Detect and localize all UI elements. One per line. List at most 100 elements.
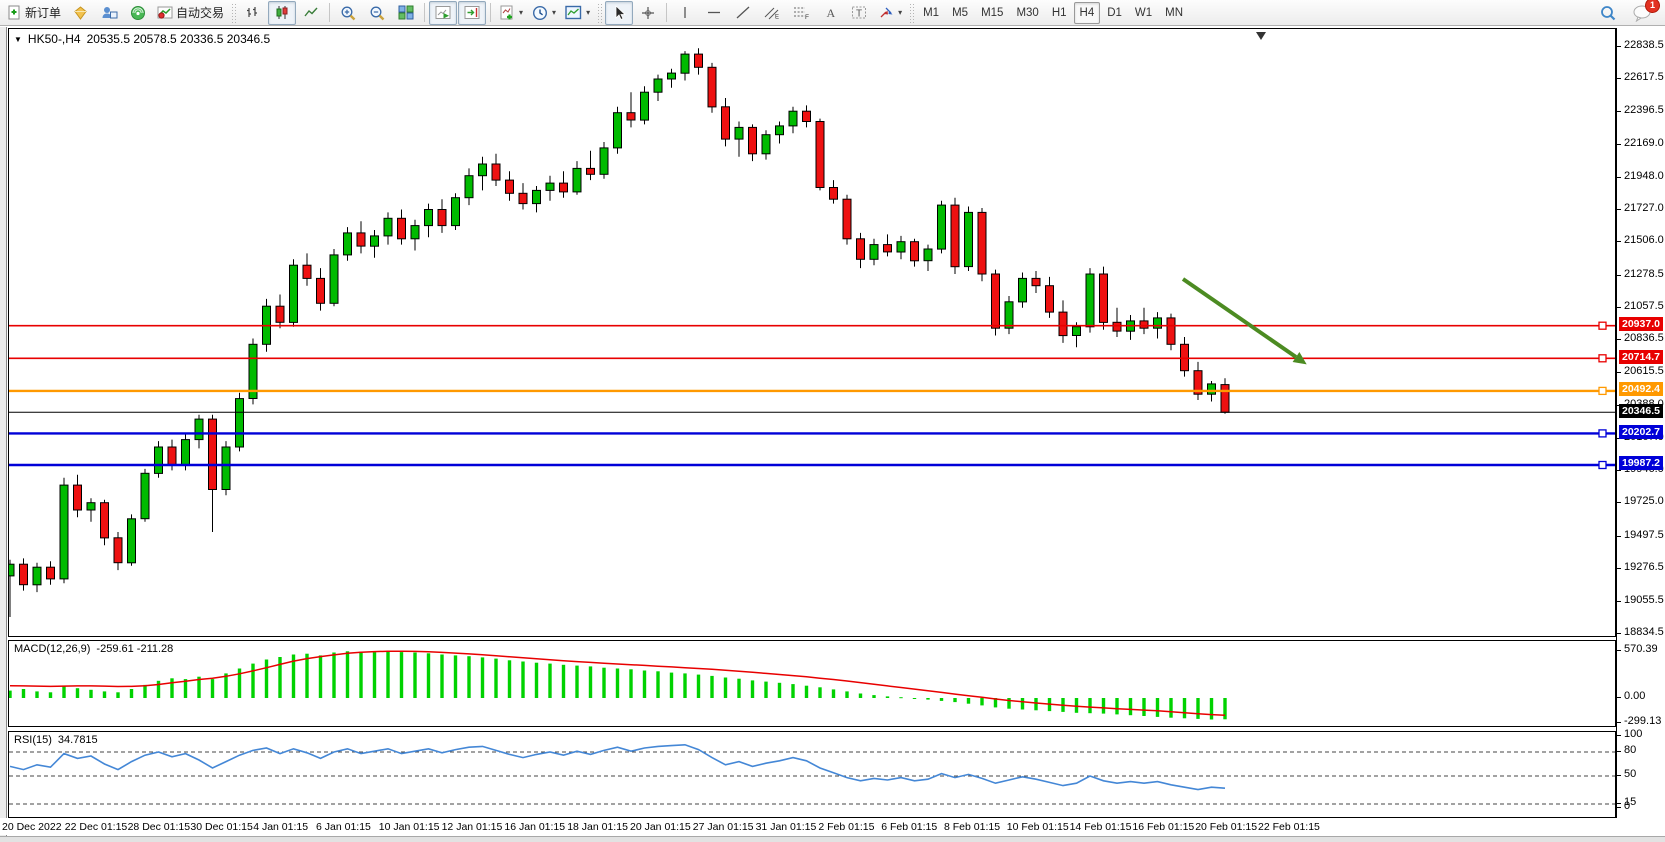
- time-label: 22 Feb 01:15: [1258, 821, 1320, 833]
- time-axis[interactable]: 20 Dec 2022 22 Dec 01:15 28 Dec 01:15 30 De…: [0, 818, 1616, 835]
- timeframe-m5[interactable]: M5: [952, 6, 969, 19]
- toolbar: 新订单 自动交易: [0, 0, 1665, 26]
- timeframe-m1[interactable]: M1: [923, 6, 940, 19]
- one-click-caret-icon[interactable]: ▼: [14, 34, 22, 44]
- axis-tick-mark: [1617, 110, 1621, 112]
- macd-chart[interactable]: [9, 641, 1615, 726]
- chat-button[interactable]: 1: [1628, 0, 1660, 25]
- price-tick-label: 21948.0: [1624, 169, 1664, 182]
- price-tick-label: 19276.5: [1624, 561, 1664, 574]
- tile-windows-button[interactable]: [392, 1, 420, 25]
- autotrading-button[interactable]: 自动交易: [153, 1, 228, 25]
- price-tick-label: 20615.5: [1624, 364, 1664, 377]
- timeframe-h1[interactable]: H1: [1051, 6, 1067, 19]
- axis-tick-mark: [1617, 144, 1621, 146]
- price-tick-label: 22396.5: [1624, 103, 1664, 116]
- time-label: 27 Jan 01:15: [692, 821, 754, 833]
- time-label: 16 Jan 01:15: [504, 821, 566, 833]
- price-tick-label: 22838.5: [1624, 38, 1664, 51]
- ohlc-values: 20535.5 20578.5 20336.5 20346.5: [86, 32, 271, 46]
- axis-tick-mark: [1617, 735, 1621, 736]
- time-label: 22 Dec 01:15: [64, 821, 128, 833]
- axis-tick-mark: [1617, 632, 1621, 634]
- rsi-value: 34.7815: [57, 734, 98, 746]
- timeframe-mn[interactable]: MN: [1165, 6, 1184, 19]
- axis-tick-mark: [1617, 371, 1621, 373]
- axis-tick-mark: [1617, 78, 1621, 80]
- new-order-label: 新订单: [25, 6, 62, 20]
- rsi-chart[interactable]: [9, 732, 1615, 817]
- price-flag: 20346.5: [1619, 403, 1663, 418]
- price-tick-label: 19055.5: [1624, 593, 1664, 606]
- macd-panel[interactable]: MACD(12,26,9) -259.61 -211.28: [8, 640, 1616, 727]
- timeframe-h4[interactable]: H4: [1073, 1, 1101, 24]
- periods-button[interactable]: ▾: [528, 1, 560, 25]
- timeframe-d1[interactable]: D1: [1107, 6, 1122, 19]
- auto-scroll-button[interactable]: [429, 0, 458, 25]
- line-chart-button[interactable]: [297, 1, 325, 25]
- toolbar-grip: [231, 2, 237, 23]
- zoom-in-icon: [341, 6, 355, 20]
- dropdown-caret: ▾: [586, 8, 591, 17]
- zoom-in-button[interactable]: [334, 1, 362, 25]
- chart-shift-button[interactable]: [458, 0, 487, 25]
- cursor-button[interactable]: [605, 0, 634, 25]
- candlestick-chart[interactable]: [9, 29, 1615, 636]
- price-tick-label: 21506.0: [1624, 234, 1664, 247]
- axis-tick-mark: [1617, 697, 1621, 698]
- ohlc-bars-icon: [247, 7, 258, 17]
- window-left-edge: [0, 27, 7, 842]
- indicators-button[interactable]: ▾: [495, 1, 527, 25]
- equidistant-channel-button[interactable]: E: [758, 1, 786, 25]
- search-button[interactable]: [1594, 1, 1622, 25]
- axis-tick-mark: [1617, 650, 1621, 652]
- vertical-line-button[interactable]: [671, 1, 699, 25]
- autotrading-icon: [157, 6, 173, 19]
- axis-tick-mark: [1617, 535, 1621, 537]
- text-button[interactable]: A: [816, 1, 844, 25]
- toolbar-grip: [909, 2, 915, 23]
- price-tick-label: 19725.0: [1624, 495, 1664, 508]
- fibonacci-button[interactable]: F: [787, 1, 815, 25]
- templates-button[interactable]: ▾: [561, 1, 594, 25]
- template-icon: [565, 5, 582, 20]
- text-icon: A: [826, 6, 835, 20]
- toolbar-separator: [329, 3, 331, 22]
- price-tick-label: 50: [1624, 768, 1637, 780]
- timeframe-w1[interactable]: W1: [1134, 6, 1153, 19]
- bar-chart-button[interactable]: [239, 1, 267, 25]
- axis-tick-mark: [1617, 241, 1621, 243]
- arrows-button[interactable]: ▾: [874, 1, 906, 25]
- candlestick-chart-button[interactable]: [268, 0, 297, 25]
- signals-button[interactable]: [124, 1, 152, 25]
- new-order-button[interactable]: 新订单: [3, 1, 65, 25]
- price-chart-panel[interactable]: ▼ HK50-,H4 20535.5 20578.5 20336.5 20346…: [8, 28, 1616, 637]
- market-watch-button[interactable]: [66, 1, 94, 25]
- profiles-button[interactable]: [95, 1, 123, 25]
- timeframe-m30[interactable]: M30: [1016, 6, 1039, 19]
- trendline-button[interactable]: [729, 1, 757, 25]
- axis-tick-mark: [1617, 775, 1621, 776]
- timeframe-m15[interactable]: M15: [981, 6, 1004, 19]
- time-label: 31 Jan 01:15: [755, 821, 817, 833]
- time-label: 14 Feb 01:15: [1069, 821, 1132, 833]
- vertical-line-icon: [684, 7, 686, 18]
- horizontal-line-button[interactable]: [700, 1, 728, 25]
- price-tick-label: 0: [1624, 800, 1631, 812]
- price-tick-label: 21727.0: [1624, 201, 1664, 214]
- gem-icon: [73, 5, 87, 20]
- time-label: 18 Jan 01:15: [567, 821, 628, 833]
- time-label: 30 Dec 01:15: [190, 821, 253, 833]
- price-tick-label: 21057.5: [1624, 300, 1664, 313]
- crosshair-button[interactable]: [634, 1, 662, 25]
- svg-text:F: F: [805, 14, 809, 20]
- price-flag: 20937.0: [1619, 317, 1663, 332]
- time-label: 8 Feb 01:15: [944, 821, 1001, 833]
- price-tick-label: -299.13: [1624, 714, 1662, 727]
- price-axis[interactable]: 22838.5 22617.5 22396.5 22169.0 21948.0 21727…: [1616, 28, 1665, 818]
- rsi-panel[interactable]: RSI(15) 34.7815: [8, 731, 1616, 818]
- text-label-button[interactable]: T: [845, 1, 873, 25]
- zoom-out-button[interactable]: [363, 1, 391, 25]
- macd-name: MACD(12,26,9): [14, 643, 91, 655]
- time-label: 16 Feb 01:15: [1132, 821, 1195, 833]
